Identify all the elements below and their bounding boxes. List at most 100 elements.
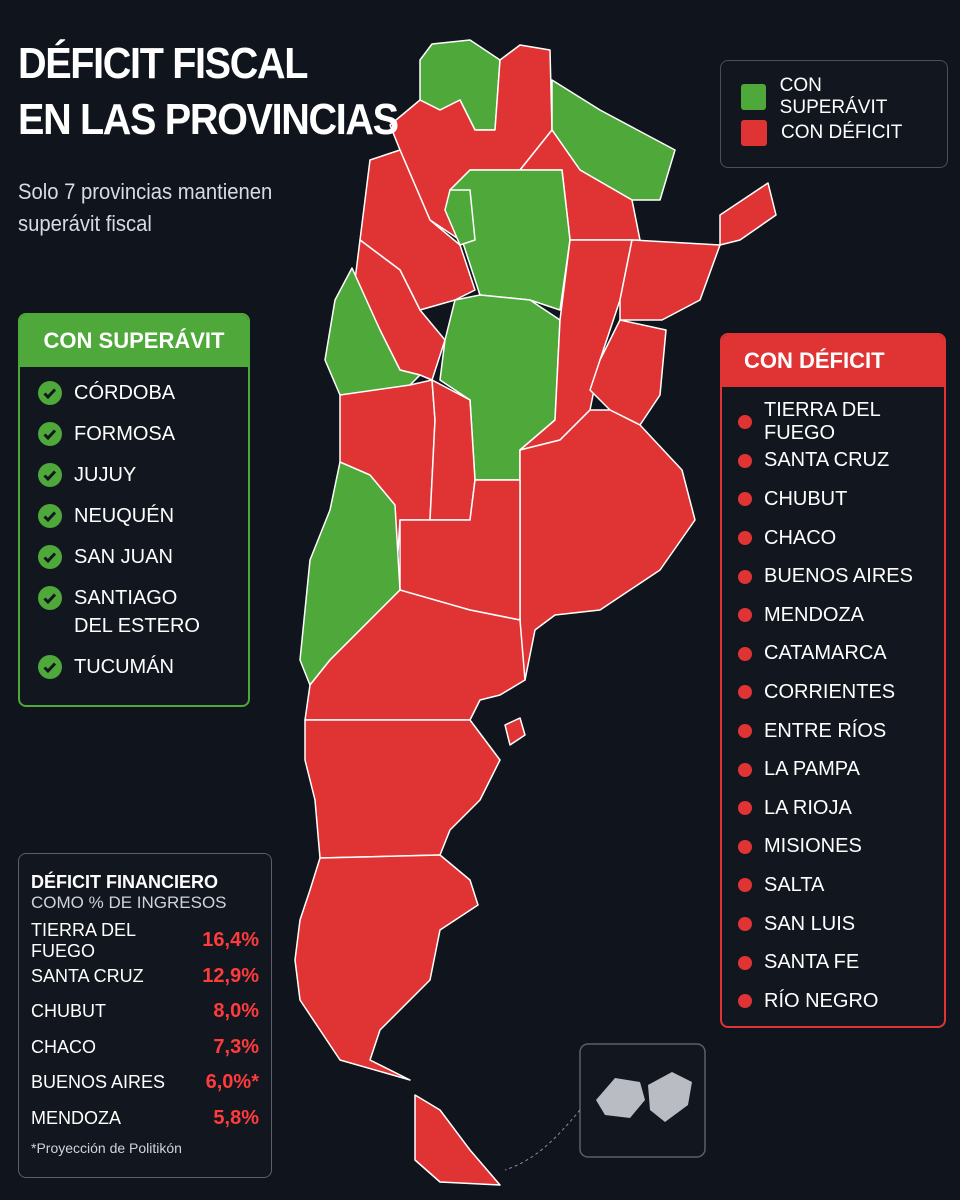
surplus-item: JUJUY	[38, 461, 248, 489]
deficit-item: CHUBUT	[738, 480, 944, 519]
surplus-panel: CON SUPERÁVIT CÓRDOBA FORMOSA JUJUY NEUQUÉN…	[18, 313, 250, 707]
buenos-aires	[519, 409, 696, 681]
rio-negro	[304, 589, 526, 721]
province-name: SANTA CRUZ	[31, 965, 144, 986]
province-name: JUJUY	[74, 464, 137, 486]
legend-entry: CON SUPERÁVIT	[741, 75, 927, 118]
province-name: FORMOSA	[74, 423, 176, 445]
tierra-del-fuego	[414, 1094, 501, 1186]
bullet	[738, 608, 752, 623]
bullet	[738, 801, 752, 816]
deficit-item: CORRIENTES	[738, 673, 944, 712]
check-icon	[38, 586, 62, 610]
title: DÉFICIT FISCAL	[18, 39, 308, 88]
misiones	[719, 182, 777, 246]
bullet	[738, 878, 752, 893]
deficit-panel: CON DÉFICIT TIERRA DEL FUEGO SANTA CRUZ CH…	[720, 333, 946, 1028]
deficit-item: BUENOS AIRES	[738, 557, 944, 596]
table-row: CHUBUT 8,0%	[31, 994, 259, 1030]
subtitle: Solo 7 provincias mantienen superávit fi…	[18, 179, 273, 236]
surplus-item: FORMOSA	[38, 420, 248, 448]
bullet	[738, 415, 752, 430]
province-name: SALTA	[764, 873, 825, 896]
deficit-list: TIERRA DEL FUEGO SANTA CRUZ CHUBUT CHACO BUE…	[722, 387, 944, 1021]
santa-cruz	[294, 854, 479, 1081]
province-name: CÓRDOBA	[74, 382, 176, 404]
deficit-item: MENDOZA	[738, 596, 944, 635]
surplus-item: SAN JUAN	[38, 543, 248, 571]
province-name: CATAMARCA	[764, 642, 887, 665]
province-name: CORRIENTES	[764, 680, 896, 703]
province-name: CHUBUT	[31, 1001, 106, 1022]
peninsula-valdes	[504, 717, 526, 746]
deficit-item: RÍO NEGRO	[738, 982, 944, 1021]
province-name: CHACO	[764, 526, 837, 549]
deficit-item: LA RIOJA	[738, 789, 944, 828]
bullet	[738, 994, 752, 1009]
falklands	[596, 1072, 692, 1122]
falklands-connector	[504, 1109, 581, 1171]
province-name: TIERRA DEL FUEGO	[31, 919, 136, 961]
legend-label: CON SUPERÁVIT	[779, 75, 888, 118]
surplus-item: NEUQUÉN	[38, 502, 248, 530]
bullet	[738, 685, 752, 700]
surplus-item: SANTIAGO DEL ESTERO	[38, 584, 248, 640]
deficit-value: 16,4%	[202, 929, 259, 952]
bullet	[738, 724, 752, 739]
deficit-value: 5,8%	[213, 1106, 259, 1129]
deficit-item: SALTA	[738, 866, 944, 905]
deficit-item: CHACO	[738, 519, 944, 558]
check-icon	[38, 655, 62, 679]
check-icon	[38, 463, 62, 487]
financial-deficit-box: DÉFICIT FINANCIERO COMO % DE INGRESOS TI…	[18, 853, 272, 1178]
box-subtitle: COMO % DE INGRESOS	[31, 893, 227, 912]
deficit-item: TIERRA DEL FUEGO	[738, 399, 944, 444]
bullet	[738, 839, 752, 854]
bullet	[738, 762, 752, 777]
province-name: CHUBUT	[764, 487, 848, 510]
legend-swatch	[741, 84, 766, 110]
deficit-item: SANTA CRUZ	[738, 442, 944, 481]
check-mark	[43, 429, 57, 441]
panel-title: CON DÉFICIT	[722, 335, 944, 387]
footnote: *Proyección de Politikón	[31, 1140, 182, 1156]
bullet	[738, 492, 752, 507]
province-name: SAN LUIS	[764, 912, 856, 935]
bullet	[738, 917, 752, 932]
province-name: SANTA FE	[764, 951, 860, 974]
surplus-item: CÓRDOBA	[38, 379, 248, 407]
check-icon	[38, 381, 62, 405]
corrientes	[619, 239, 721, 321]
deficit-table: TIERRA DEL FUEGO 16,4% SANTA CRUZ 12,9% CHUB…	[31, 919, 259, 1136]
salta	[389, 44, 553, 241]
falklands-west	[596, 1078, 645, 1118]
check-mark	[43, 662, 57, 674]
province-name: BUENOS AIRES	[31, 1072, 166, 1093]
province-name: SANTA CRUZ	[764, 449, 890, 472]
province-name: RÍO NEGRO	[764, 989, 879, 1012]
province-name: SAN JUAN	[74, 546, 173, 568]
province-name: ENTRE RÍOS	[764, 719, 887, 742]
check-icon	[38, 545, 62, 569]
deficit-item: ENTRE RÍOS	[738, 712, 944, 751]
check-icon	[38, 504, 62, 528]
check-mark	[43, 470, 57, 482]
deficit-item: SANTA FE	[738, 943, 944, 982]
deficit-item: LA PAMPA	[738, 750, 944, 789]
check-icon	[38, 422, 62, 446]
bullet	[738, 531, 752, 546]
deficit-value: 7,3%	[213, 1035, 259, 1058]
table-row: CHACO 7,3%	[31, 1030, 259, 1066]
deficit-value: 6,0%*	[205, 1071, 259, 1094]
province-name: TUCUMÁN	[74, 656, 174, 678]
table-row: SANTA CRUZ 12,9%	[31, 959, 259, 995]
bullet	[738, 955, 752, 970]
check-mark	[43, 552, 57, 564]
deficit-item: CATAMARCA	[738, 635, 944, 674]
table-row: BUENOS AIRES 6,0%*	[31, 1065, 259, 1101]
province-name: LA PAMPA	[764, 758, 860, 781]
bullet	[738, 646, 752, 661]
province-name: LA RIOJA	[764, 796, 852, 819]
